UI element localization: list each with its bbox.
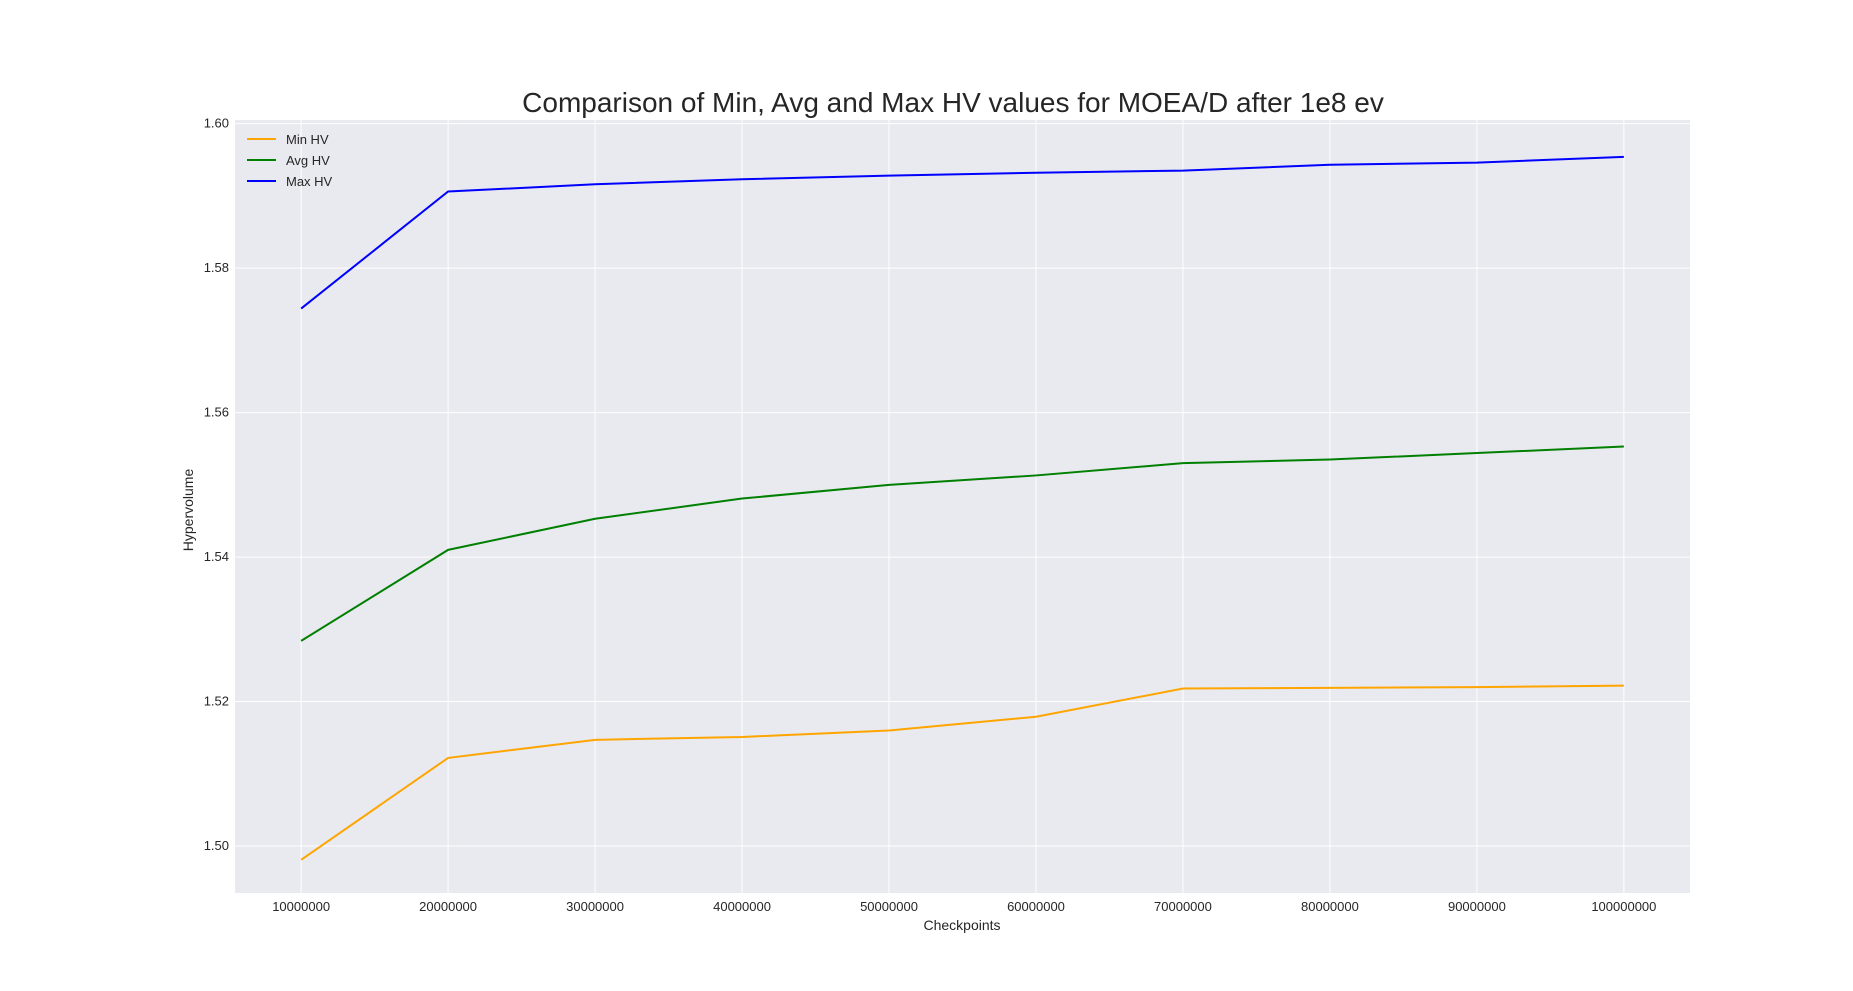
y-tick-label: 1.52: [204, 694, 229, 709]
grid-lines: [235, 120, 1690, 893]
series-line-max-hv: [300, 155, 1624, 310]
series-lines: [300, 155, 1624, 861]
y-tick-label: 1.56: [204, 405, 229, 420]
x-tick-labels: 10000000 20000000 30000000 40000000 50000000…: [272, 899, 1656, 914]
legend-label: Avg HV: [286, 153, 330, 168]
x-tick-label: 10000000: [272, 899, 330, 914]
series-line-avg-hv: [300, 445, 1624, 642]
y-tick-label: 1.54: [204, 549, 229, 564]
x-tick-label: 50000000: [860, 899, 918, 914]
y-axis-label: Hypervolume: [180, 469, 196, 552]
legend: Min HV Avg HV Max HV: [247, 132, 333, 189]
x-tick-label: 100000000: [1591, 899, 1656, 914]
y-tick-labels: 1.50 1.52 1.54 1.56 1.58 1.60: [204, 116, 229, 853]
x-tick-label: 90000000: [1448, 899, 1506, 914]
legend-label: Min HV: [286, 132, 329, 147]
chart-title: Comparison of Min, Avg and Max HV values…: [522, 87, 1384, 118]
x-tick-label: 30000000: [566, 899, 624, 914]
x-tick-label: 70000000: [1154, 899, 1212, 914]
x-tick-label: 40000000: [713, 899, 771, 914]
y-tick-label: 1.50: [204, 838, 229, 853]
y-tick-label: 1.60: [204, 116, 229, 131]
legend-label: Max HV: [286, 174, 333, 189]
x-tick-label: 60000000: [1007, 899, 1065, 914]
x-axis-label: Checkpoints: [923, 917, 1000, 933]
y-tick-label: 1.58: [204, 260, 229, 275]
series-line-min-hv: [300, 684, 1624, 861]
x-tick-label: 80000000: [1301, 899, 1359, 914]
x-tick-label: 20000000: [419, 899, 477, 914]
plot-area: [235, 120, 1690, 893]
